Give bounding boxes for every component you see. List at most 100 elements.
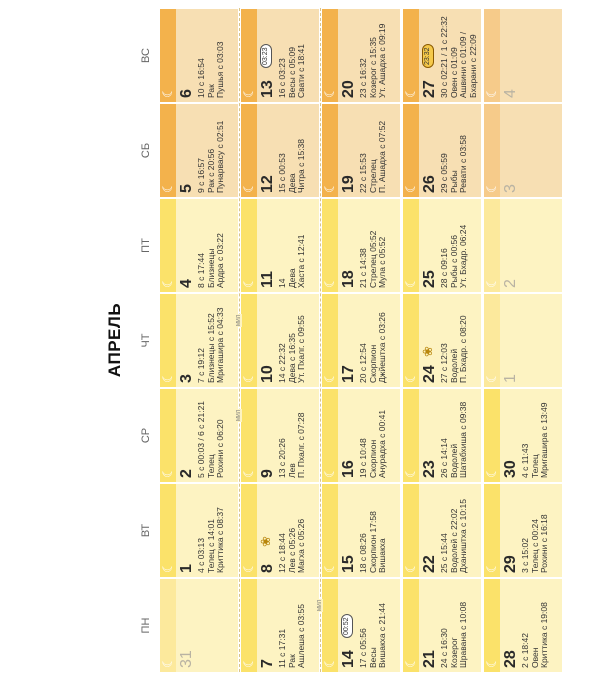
day-info-line: Мригашира с 04:33 <box>216 307 225 383</box>
moon-phase-icon: ☾ <box>160 276 175 288</box>
day-number: 10 <box>259 365 276 383</box>
day-cell[interactable]: ☾ 25 28 с 09:16 Рыбы с 00:56 Ут. Бхадр. 06:2… <box>403 199 481 292</box>
day-info-line: Козерог с 15:35 <box>368 37 378 98</box>
day-number: 1 <box>178 564 195 573</box>
day-cell[interactable]: ☾ 5 9 с 16:57 Рак с 20:56 Пунарвасу с 02:51 <box>160 104 238 197</box>
day-number: 5 <box>178 184 195 193</box>
day-info-line: Дева <box>287 268 297 288</box>
moon-phase-icon: ☾ <box>241 86 256 98</box>
day-cell[interactable]: ☾ 2 5 с 00:03 / 6 с 21:21 Телец Рохини с 06:… <box>160 389 238 482</box>
day-cell[interactable]: ☾ 11 14 Дева Хаста с 12:41 <box>241 199 319 292</box>
day-info-line: Скорпион <box>368 344 378 383</box>
day-cell[interactable]: ☾ 22 25 с 15:44 Водолей с 22:02 Дхаништха с … <box>403 484 481 577</box>
day-cell[interactable]: ☾ 9 13 с 20:26 Лев П. Пхалг. с 07:28 <box>241 389 319 482</box>
day-info-line: 30 с 02:21 / 1 с 22:32 <box>440 16 449 98</box>
day-cell[interactable]: ☾ 24 27 с 12:03 Водолей П. Бхадр. с 08:20 ❀ <box>403 294 481 387</box>
day-info: 11 с 17:31 Рак Ашлеша с 03:55 <box>278 581 307 668</box>
day-info-line: 11 с 17:31 <box>278 628 287 668</box>
day-info: 18 с 08:26 Скорпион 17:58 Вишакха <box>359 486 388 573</box>
moon-phase-icon: ☾ <box>322 181 337 193</box>
day-cell[interactable]: ☾ 7 11 с 17:31 Рак Ашлеша с 03:55 <box>241 579 319 672</box>
day-cell[interactable]: ☾ 12 15 с 00:53 Дева Читра с 15:38 <box>241 104 319 197</box>
day-info-line: 9 с 16:57 <box>197 158 206 193</box>
day-number: 7 <box>259 659 276 668</box>
day-number: 15 <box>340 555 357 573</box>
day-cell[interactable]: ☾ 1 4 с 03:13 Телец с 14:01 Криттика с 08:37 <box>160 484 238 577</box>
day-info-line: Водолей <box>449 443 459 478</box>
day-cell[interactable]: ☾ 29 3 с 15:02 Телец с 00:24 Рохини с 16:18 <box>484 484 562 577</box>
week-separator <box>239 8 240 672</box>
day-number: 20 <box>340 80 357 98</box>
day-cell[interactable]: ☾ 30 4 с 11:43 Телец Мригашира с 13:49 <box>484 389 562 482</box>
moon-phase-icon: ☾ <box>484 276 499 288</box>
lotus-icon: ❀ <box>258 536 273 547</box>
day-cell[interactable]: ☾ 16 19 с 10:48 Скорпион Анурадха с 00:41 <box>322 389 400 482</box>
day-cell[interactable]: ☾ 23 26 с 14:14 Водолей Шатабхиша с 09:38 <box>403 389 481 482</box>
day-number: 21 <box>421 650 438 668</box>
day-info: 27 с 12:03 Водолей П. Бхадр. с 08:20 <box>440 296 469 383</box>
day-cell[interactable]: ☾ 20 23 с 16:32 Козерог с 15:35 Ут. Ашадха с… <box>322 9 400 102</box>
day-info-line: Магха с 05:26 <box>297 518 306 573</box>
day-number: 8 <box>259 564 276 573</box>
day-info-line: Водолей с 22:02 <box>449 508 459 573</box>
day-cell[interactable]: ☾ 4 <box>484 9 562 102</box>
moon-phase-icon: ☾ <box>160 181 175 193</box>
day-cell[interactable]: ☾ 2 <box>484 199 562 292</box>
day-number: 2 <box>502 279 519 288</box>
day-info: 14 Дева Хаста с 12:41 <box>278 201 307 288</box>
day-band: ☾ <box>322 104 338 197</box>
moon-phase-icon: ☾ <box>322 656 337 668</box>
day-info: 12 с 18:44 Лев с 05:26 Магха с 05:26 <box>278 486 307 573</box>
day-cell[interactable]: ☾ 18 21 с 14:38 Стрелец 05:52 Мула с 05:52 <box>322 199 400 292</box>
day-band: ☾ <box>403 9 419 102</box>
day-cell[interactable]: ☾ 26 29 с 05:59 Рыбы Ревати с 03:58 <box>403 104 481 197</box>
day-cell[interactable]: ☾ 3 <box>484 104 562 197</box>
day-info-line: Вишакха с 21:44 <box>378 603 387 668</box>
day-cell[interactable]: ☾ 13 16 с 03:23 Весы с 05:09 Свати с 18:41 03… <box>241 9 319 102</box>
day-band: ☾ <box>160 294 176 387</box>
moon-phase-icon: ☾ <box>403 466 418 478</box>
day-info-line: Стрелец <box>368 159 378 193</box>
day-info-line: 15 с 00:53 <box>278 153 287 193</box>
day-cell[interactable]: ☾ 8 12 с 18:44 Лев с 05:26 Магха с 05:26 ❀ <box>241 484 319 577</box>
day-info-line: Ут. Ашадха с 09:19 <box>378 23 387 98</box>
day-cell[interactable]: ☾ 31 <box>160 579 238 672</box>
day-info-line: 23 с 16:32 <box>359 58 368 98</box>
day-cell[interactable]: ☾ 4 8 с 17:44 Близнецы Ардра с 03:22 <box>160 199 238 292</box>
moon-phase-icon: ☾ <box>322 371 337 383</box>
day-info-line: Дхаништха с 10:15 <box>459 499 468 573</box>
moon-phase-icon: ☾ <box>241 656 256 668</box>
day-cell[interactable]: ☾ 14 17 с 05:56 Весы Вишакха с 21:44 00:52 <box>322 579 400 672</box>
day-info: 17 с 05:56 Весы Вишакха с 21:44 <box>359 581 388 668</box>
day-band: ☾ <box>403 484 419 577</box>
day-number: 29 <box>502 555 519 573</box>
day-info-line: Шравана с 10:08 <box>459 601 468 668</box>
day-info-line: Мригашира с 13:49 <box>540 402 549 478</box>
day-cell[interactable]: ☾ 3 7 с 19:12 Близнецы с 15:52 Мригашира с 0… <box>160 294 238 387</box>
day-info-line: 8 с 17:44 <box>197 253 206 288</box>
day-cell[interactable]: ☾ 27 30 с 02:21 / 1 с 22:32 Овен с 01:09 Ашв… <box>403 9 481 102</box>
day-cell[interactable]: ☾ 28 2 с 18:42 Овен Криттика с 19:08 <box>484 579 562 672</box>
moon-phase-icon: ☾ <box>403 86 418 98</box>
day-cell[interactable]: ☾ 19 22 с 15:53 Стрелец П. Ашадха с 07:52 <box>322 104 400 197</box>
day-band: ☾ <box>322 389 338 482</box>
day-info-line: Шатабхиша с 09:38 <box>459 401 468 478</box>
moon-phase-icon: ☾ <box>484 656 499 668</box>
day-cell[interactable]: ☾ 15 18 с 08:26 Скорпион 17:58 Вишакха <box>322 484 400 577</box>
day-info-line: Весы <box>368 647 378 668</box>
day-cell[interactable]: ☾ 17 20 с 12:54 Скорпион Джйештха с 03:26 <box>322 294 400 387</box>
day-cell[interactable]: ☾ 1 <box>484 294 562 387</box>
day-band: ☾ <box>484 9 500 102</box>
day-number: 9 <box>259 469 276 478</box>
day-cell[interactable]: ☾ 10 14 с 22:32 Дева с 16:35 Ут. Пхалг. с 09… <box>241 294 319 387</box>
day-band: ☾ <box>322 9 338 102</box>
day-info: 13 с 20:26 Лев П. Пхалг. с 07:28 <box>278 391 307 478</box>
day-cell[interactable]: ☾ 6 10 с 16:54 Рак Пушья с 03:03 <box>160 9 238 102</box>
day-info-line: Бхарани с 22:09 <box>468 34 478 98</box>
day-info: 29 с 05:59 Рыбы Ревати с 03:58 <box>440 106 469 193</box>
day-info-line: Ревати с 03:58 <box>459 135 468 193</box>
day-band: ☾ <box>241 104 257 197</box>
day-cell[interactable]: ☾ 21 24 с 16:30 Козерог Шравана с 10:08 <box>403 579 481 672</box>
day-number: 11 <box>259 271 276 288</box>
day-info-line: П. Ашадха с 07:52 <box>378 120 387 193</box>
